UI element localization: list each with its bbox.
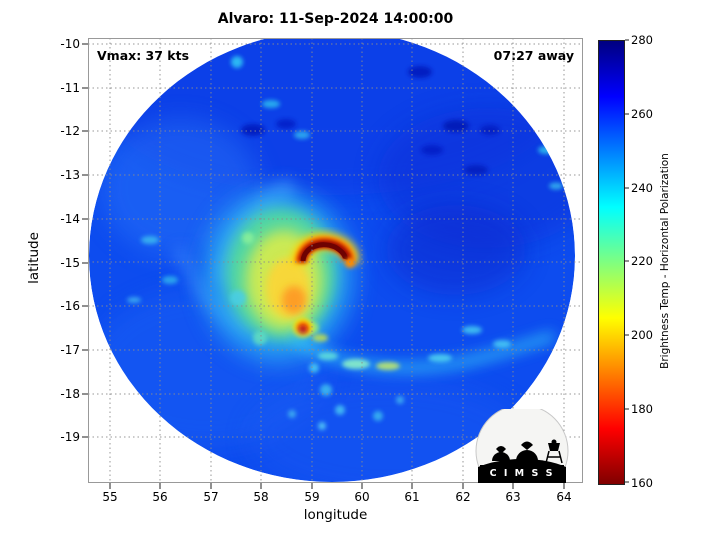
colorbar-tick-label: 160 — [631, 476, 653, 490]
y-tick-label: -19 — [60, 430, 80, 444]
x-tick-label: 59 — [304, 490, 320, 504]
colorbar-tick-label: 200 — [631, 328, 653, 342]
y-tick-label: -17 — [60, 343, 80, 357]
y-tick-label: -10 — [60, 37, 80, 51]
colorbar-tick-label: 260 — [631, 107, 653, 121]
cimss-logo: C I M S S — [468, 409, 576, 483]
y-tick-label: -18 — [60, 387, 80, 401]
x-axis-label: longitude — [303, 507, 368, 523]
colorbar-tick-label: 220 — [631, 254, 653, 268]
x-tick-label: 62 — [455, 490, 471, 504]
storm-core — [203, 191, 353, 361]
vmax-annotation: Vmax: 37 kts — [97, 48, 190, 63]
y-tick-label: -14 — [60, 212, 80, 226]
colorbar-axis-label: Brightness Temp - Horizontal Polarizatio… — [659, 153, 671, 369]
water-tower-top — [551, 439, 557, 445]
plot-title: Alvaro: 11-Sep-2024 14:00:00 — [217, 11, 454, 27]
y-tick-label: -16 — [60, 299, 80, 313]
x-tick-label: 56 — [152, 490, 168, 504]
y-tick-label: -13 — [60, 168, 80, 182]
x-tick-label: 63 — [505, 490, 521, 504]
colorbar-gradient — [598, 40, 625, 485]
colorbar-tick-label: 240 — [631, 181, 653, 195]
colorbar-tick-label: 180 — [631, 402, 653, 416]
time-away-annotation: 07:27 away — [493, 48, 574, 63]
y-tick-label: -15 — [60, 256, 80, 270]
plot-area: C I M S S — [88, 38, 583, 483]
x-tick-label: 55 — [102, 490, 118, 504]
x-tick-label: 60 — [354, 490, 370, 504]
x-tick-label: 61 — [404, 490, 420, 504]
x-tick-label: 57 — [203, 490, 219, 504]
y-tick-label: -11 — [60, 81, 80, 95]
x-tick-label: 64 — [556, 490, 572, 504]
y-tick-label: -12 — [60, 124, 80, 138]
colorbar-tick-label: 280 — [631, 33, 653, 47]
logo-text: C I M S S — [490, 468, 555, 479]
x-tick-label: 58 — [253, 490, 269, 504]
